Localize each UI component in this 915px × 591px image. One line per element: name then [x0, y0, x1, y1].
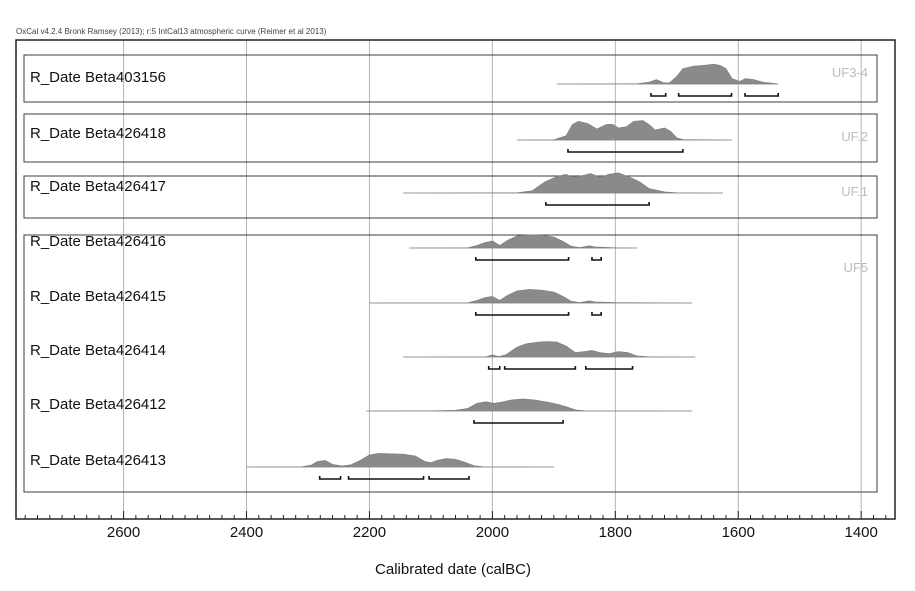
range-bar-95 — [591, 257, 602, 261]
probability-distribution — [246, 453, 554, 468]
probability-distribution — [403, 172, 723, 194]
date-label: R_Date Beta426414 — [30, 342, 166, 359]
group-label: UF.1 — [841, 184, 868, 199]
probability-distribution — [369, 289, 693, 304]
date-label: R_Date Beta426412 — [30, 396, 166, 413]
group-boxes: UF3-4 UF.2 UF.1 UF5 — [23, 54, 878, 493]
tick-label: 2600 — [107, 524, 140, 541]
x-axis: 2600 2400 2200 2000 1800 1600 1400 — [24, 511, 887, 541]
probability-distribution — [556, 63, 779, 85]
tick-label: 1800 — [599, 524, 632, 541]
range-bar-95 — [677, 93, 733, 97]
date-row: R_Date Beta426414 — [30, 341, 696, 370]
probability-distribution — [403, 341, 696, 358]
range-bar-95 — [473, 420, 564, 424]
probability-distribution — [409, 234, 637, 249]
date-row: R_Date Beta403156 — [30, 63, 780, 97]
date-distributions: R_Date Beta403156 R_Date Beta426418 R_Date… — [30, 63, 780, 480]
header-text: OxCal v4.2.4 Bronk Ramsey (2013); r:5 In… — [16, 27, 327, 36]
range-bar-95 — [585, 366, 634, 370]
group-box — [23, 175, 878, 219]
date-label: R_Date Beta426413 — [30, 452, 166, 469]
range-bar-95 — [503, 366, 577, 370]
date-label: R_Date Beta426417 — [30, 178, 166, 195]
tick-label: 2400 — [230, 524, 263, 541]
group-label: UF3-4 — [832, 65, 868, 80]
date-label: R_Date Beta426416 — [30, 233, 166, 250]
probability-distribution — [366, 398, 693, 412]
date-row: R_Date Beta426418 — [30, 120, 733, 153]
date-row: R_Date Beta426415 — [30, 288, 693, 316]
range-bar-95 — [318, 476, 342, 480]
date-row: R_Date Beta426412 — [30, 396, 693, 424]
date-label: R_Date Beta403156 — [30, 69, 166, 86]
range-bar-95 — [591, 312, 602, 316]
tick-label: 2000 — [476, 524, 509, 541]
tick-label: 1400 — [845, 524, 878, 541]
date-row: R_Date Beta426417 — [30, 172, 723, 206]
probability-distribution — [516, 120, 733, 141]
tick-label: 1600 — [722, 524, 755, 541]
group-label: UF.2 — [841, 129, 868, 144]
date-label: R_Date Beta426415 — [30, 288, 166, 305]
range-bar-95 — [650, 93, 667, 97]
range-bar-95 — [567, 149, 684, 153]
range-bar-95 — [545, 202, 650, 206]
range-bar-95 — [474, 257, 570, 261]
group-box — [23, 54, 878, 103]
gridlines — [123, 40, 862, 519]
group-label: UF5 — [843, 260, 868, 275]
group-box — [23, 234, 878, 493]
x-axis-label: Calibrated date (calBC) — [375, 561, 531, 578]
range-bar-95 — [487, 366, 501, 370]
group-box — [23, 113, 878, 163]
tick-label: 2200 — [353, 524, 386, 541]
range-bar-95 — [428, 476, 470, 480]
range-bar-95 — [347, 476, 425, 480]
date-row: R_Date Beta426416 — [30, 233, 637, 261]
date-label: R_Date Beta426418 — [30, 125, 166, 142]
range-bar-95 — [474, 312, 570, 316]
range-bar-95 — [744, 93, 780, 97]
date-row: R_Date Beta426413 — [30, 452, 554, 480]
